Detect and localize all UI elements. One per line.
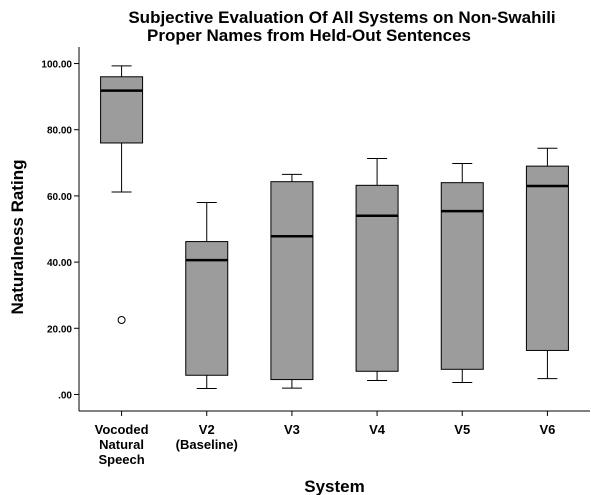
outlier-point xyxy=(117,316,126,324)
y-axis: .00 20.00 40.00 60.00 80.00 100.00 xyxy=(41,47,80,411)
box-4 xyxy=(440,162,484,384)
x-tick-label: Natural xyxy=(99,437,144,452)
y-tick-label: 80.00 xyxy=(47,126,72,137)
box-0 xyxy=(100,65,144,324)
y-tick-label: 100.00 xyxy=(41,60,72,71)
x-axis-title: System xyxy=(304,477,364,495)
box-iqr xyxy=(100,76,144,144)
y-axis-title: Naturalness Rating xyxy=(8,160,27,315)
chart-title: Subjective Evaluation Of All Systems on … xyxy=(128,8,555,45)
x-axis-title-group: System xyxy=(304,477,364,495)
y-axis-title-group: Naturalness Rating xyxy=(8,160,27,315)
box-3 xyxy=(355,158,399,382)
x-tick-label: V3 xyxy=(284,422,300,437)
box-iqr xyxy=(270,181,314,381)
chart-title-line: Subjective Evaluation Of All Systems on … xyxy=(128,8,555,27)
box-iqr xyxy=(440,182,484,370)
box-iqr xyxy=(525,165,569,351)
x-tick-label: (Baseline) xyxy=(176,437,238,452)
y-tick-label: 20.00 xyxy=(47,324,72,335)
chart-title-line: Proper Names from Held-Out Sentences xyxy=(147,26,471,45)
box-2 xyxy=(270,173,314,389)
x-tick-label: Vocoded xyxy=(95,422,149,437)
x-tick-label: V4 xyxy=(369,422,386,437)
y-tick-label: .00 xyxy=(58,390,72,401)
x-tick-label: V6 xyxy=(539,422,555,437)
box-1 xyxy=(185,202,229,389)
x-tick-label: V5 xyxy=(454,422,470,437)
plot-area xyxy=(100,65,569,389)
x-tick-label: Speech xyxy=(98,452,144,467)
box-5 xyxy=(525,147,569,380)
y-tick-label: 60.00 xyxy=(47,192,72,203)
box-iqr xyxy=(355,184,399,372)
box-iqr xyxy=(185,241,229,376)
x-tick-label: V2 xyxy=(199,422,215,437)
y-tick-label: 40.00 xyxy=(47,258,72,269)
